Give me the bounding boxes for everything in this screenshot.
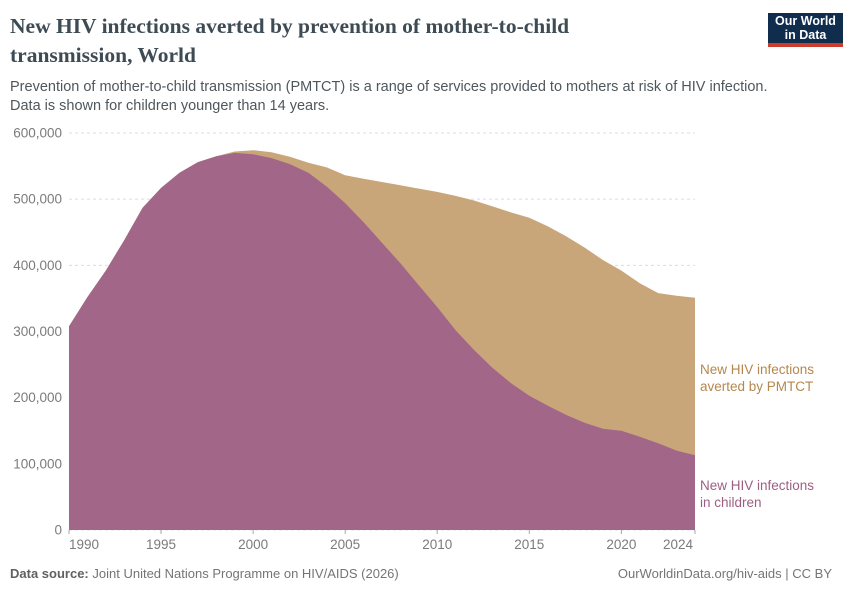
x-axis-tick-label: 2020 [606,537,636,552]
x-axis-tick-label: 1995 [146,537,176,552]
y-axis-tick-label: 300,000 [13,324,62,339]
series-label-children: New HIV infections in children [700,478,815,510]
x-axis-tick-label: 2015 [514,537,544,552]
y-axis-tick-label: 200,000 [13,390,62,405]
page-subtitle: Prevention of mother-to-child transmissi… [10,79,768,114]
area-infections-in-children [69,152,695,530]
data-source-value[interactable]: Joint United Nations Programme on HIV/AI… [92,566,399,581]
y-axis-tick-label: 500,000 [13,192,62,207]
y-axis-tick-label: 100,000 [13,456,62,471]
data-source-label: Data source: [10,566,89,581]
owid-logo-text: Our World in Data [768,13,843,43]
x-axis-tick-label: 2000 [238,537,268,552]
data-source-line: Data source: Joint United Nations Progra… [10,566,399,581]
x-axis-tick-label: 1990 [69,537,99,552]
x-axis-tick-label: 2024 [663,537,694,552]
y-axis-tick-label: 0 [54,523,62,538]
credit-link[interactable]: OurWorldinData.org/hiv-aids | CC BY [617,566,832,581]
x-axis-tick-label: 2010 [422,537,452,552]
series-label-averted: New HIV infections averted by PMTCT [700,362,815,394]
y-axis-tick-label: 600,000 [13,126,62,141]
y-axis-tick-label: 400,000 [13,258,62,273]
page-title: New HIV infections averted by prevention… [10,14,570,67]
x-axis-tick-label: 2005 [330,537,360,552]
owid-logo-accent-bar [768,43,843,47]
owid-logo[interactable]: Our World in Data [768,13,843,47]
